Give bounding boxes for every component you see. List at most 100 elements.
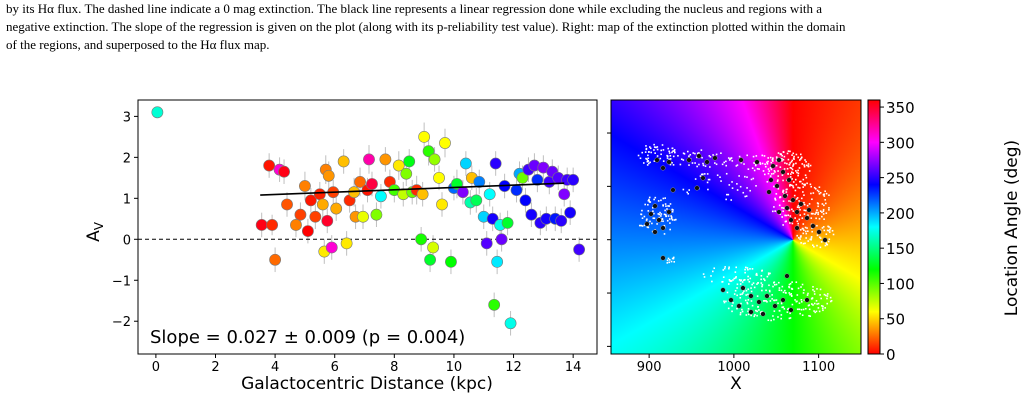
region-pixel bbox=[826, 229, 829, 232]
region-pixel bbox=[643, 224, 646, 227]
region-pixel bbox=[802, 308, 805, 311]
region-pixel bbox=[807, 304, 810, 307]
region-pixel bbox=[788, 163, 791, 166]
region-pixel bbox=[728, 279, 731, 281]
region-pixel bbox=[728, 283, 730, 285]
region-pixel bbox=[703, 276, 706, 278]
data-point bbox=[269, 253, 282, 266]
figure-caption: by its Hα flux. The dashed line indicate… bbox=[6, 0, 1021, 54]
region-pixel bbox=[756, 295, 759, 297]
region-pixel bbox=[796, 220, 799, 223]
region-pixel bbox=[730, 199, 733, 201]
region-pixel bbox=[775, 193, 778, 195]
region-dot bbox=[776, 209, 782, 215]
region-pixel bbox=[673, 148, 676, 151]
y-tick-label: 0 bbox=[123, 233, 131, 248]
region-pixel bbox=[818, 310, 821, 313]
region-pixel bbox=[817, 211, 819, 214]
region-pixel bbox=[666, 262, 669, 264]
region-pixel bbox=[753, 169, 756, 172]
region-pixel bbox=[819, 294, 821, 296]
region-pixel bbox=[728, 184, 731, 186]
region-pixel bbox=[741, 281, 744, 283]
region-pixel bbox=[823, 218, 825, 221]
region-pixel bbox=[714, 162, 716, 164]
region-pixel bbox=[773, 185, 775, 188]
region-pixel bbox=[795, 198, 798, 200]
region-pixel bbox=[723, 267, 726, 270]
region-pixel bbox=[781, 216, 783, 218]
data-point bbox=[459, 157, 472, 170]
caption-line-1: by its Hα flux. The dashed line indicate… bbox=[6, 1, 823, 16]
region-pixel bbox=[760, 275, 763, 277]
region-dot bbox=[712, 155, 718, 161]
data-point bbox=[255, 219, 268, 231]
region-dot bbox=[670, 187, 676, 193]
scatter-y-ticks: −2 −1 0 1 2 3 bbox=[112, 110, 138, 330]
region-pixel bbox=[789, 183, 791, 186]
region-pixel bbox=[800, 301, 803, 303]
region-dot bbox=[794, 209, 800, 215]
region-pixel bbox=[768, 295, 771, 298]
region-pixel bbox=[784, 214, 786, 217]
region-pixel bbox=[791, 222, 794, 225]
region-pixel bbox=[791, 168, 794, 171]
region-pixel bbox=[817, 202, 820, 205]
region-pixel bbox=[760, 278, 762, 281]
region-pixel bbox=[672, 150, 674, 152]
region-pixel bbox=[708, 155, 711, 157]
region-pixel bbox=[814, 213, 816, 215]
region-pixel bbox=[791, 281, 793, 283]
region-pixel bbox=[789, 162, 791, 164]
region-pixel bbox=[825, 192, 828, 195]
region-pixel bbox=[727, 307, 730, 310]
region-pixel bbox=[750, 290, 753, 293]
region-pixel bbox=[803, 299, 806, 302]
region-pixel bbox=[800, 242, 802, 244]
region-pixel bbox=[785, 188, 788, 191]
region-pixel bbox=[661, 218, 664, 220]
region-pixel bbox=[792, 172, 795, 174]
region-pixel bbox=[741, 308, 743, 311]
region-pixel bbox=[736, 283, 739, 286]
region-pixel bbox=[654, 196, 657, 199]
region-pixel bbox=[715, 153, 718, 156]
region-dot bbox=[822, 237, 828, 243]
scatter-y-label: AV bbox=[84, 221, 106, 242]
region-pixel bbox=[740, 161, 743, 164]
region-pixel bbox=[668, 150, 670, 153]
region-pixel bbox=[807, 165, 809, 167]
region-pixel bbox=[767, 160, 769, 163]
region-pixel bbox=[791, 154, 793, 156]
data-point bbox=[555, 214, 568, 227]
region-pixel bbox=[656, 223, 658, 225]
region-pixel bbox=[820, 241, 823, 243]
y-tick-label: 2 bbox=[123, 151, 131, 166]
region-pixel bbox=[807, 240, 810, 242]
data-point bbox=[567, 173, 580, 186]
data-point bbox=[501, 217, 514, 229]
data-point bbox=[392, 159, 405, 172]
region-pixel bbox=[817, 213, 819, 216]
data-point bbox=[379, 153, 392, 166]
region-pixel bbox=[743, 279, 745, 281]
region-pixel bbox=[791, 303, 794, 306]
region-pixel bbox=[817, 302, 820, 305]
region-pixel bbox=[744, 299, 747, 302]
region-pixel bbox=[747, 168, 750, 170]
region-pixel bbox=[799, 180, 801, 183]
region-pixel bbox=[806, 204, 809, 207]
region-pixel bbox=[819, 237, 822, 240]
data-point bbox=[337, 155, 350, 168]
region-pixel bbox=[771, 298, 773, 300]
region-pixel bbox=[750, 178, 753, 181]
region-pixel bbox=[827, 225, 829, 228]
data-point bbox=[504, 317, 517, 330]
region-pixel bbox=[813, 302, 816, 305]
region-pixel bbox=[789, 222, 791, 224]
data-point bbox=[290, 219, 302, 231]
region-pixel bbox=[748, 280, 751, 283]
region-pixel bbox=[792, 163, 795, 166]
region-pixel bbox=[797, 287, 800, 290]
region-pixel bbox=[751, 304, 754, 307]
